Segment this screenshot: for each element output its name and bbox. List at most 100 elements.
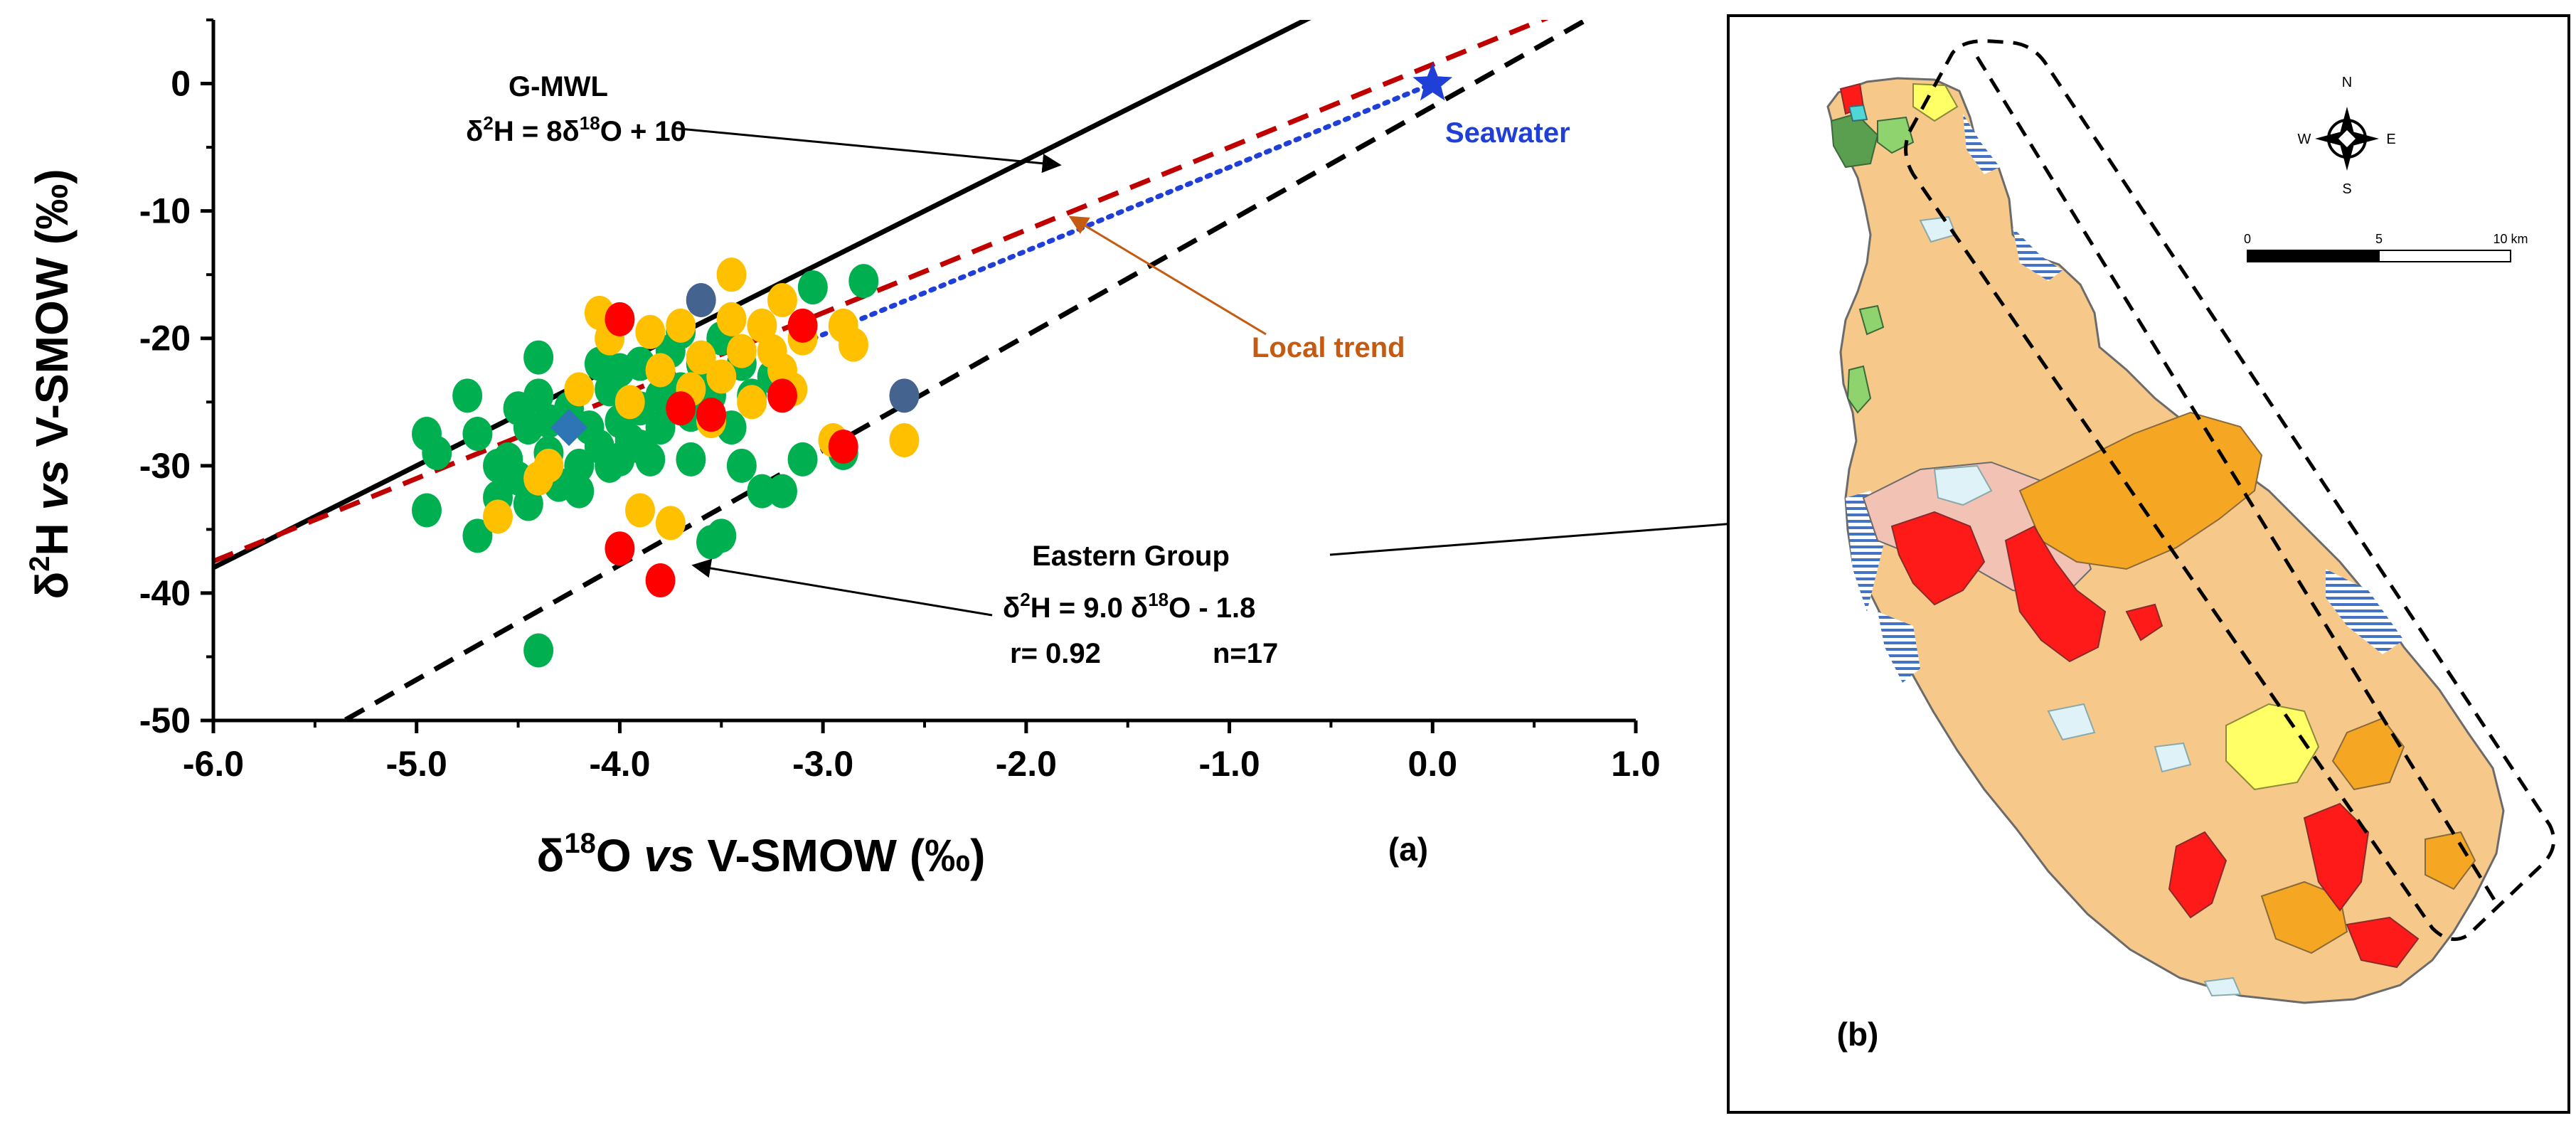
yellow-unit-east: [2225, 703, 2320, 791]
red-unit-central: [2004, 525, 2107, 663]
data-point: [726, 334, 757, 368]
data-point: [462, 518, 493, 553]
red-unit-southwest: [2168, 831, 2228, 919]
compass-north-label: N: [2342, 75, 2352, 90]
alluvium-unit-2: [1933, 464, 1993, 506]
data-point: [605, 302, 635, 336]
panel-label-b: (b): [1837, 1016, 1879, 1053]
red-unit-small: [2125, 603, 2163, 642]
coastal-water-hatch-northeast: [2013, 228, 2063, 281]
coastal-water-hatch-south: [1878, 612, 1920, 683]
data-point: [696, 398, 726, 432]
section-center-line: [1975, 55, 2498, 905]
x-tick-label: -6.0: [183, 744, 244, 784]
data-point: [747, 308, 777, 343]
axes: -6.0 -5.0 -4.0 -3.0 -2.0 -1.0 0.0 1.0 0 -10 -20 -30…: [139, 18, 1661, 784]
orange-unit-central: [2018, 411, 2263, 570]
x-tick-label: -5.0: [386, 744, 447, 784]
compass-rose-icon: [2315, 107, 2379, 171]
data-point: [625, 493, 655, 528]
data-point: [645, 563, 676, 597]
data-point: [848, 264, 879, 299]
data-point: [787, 442, 818, 477]
red-unit-south: [2346, 916, 2420, 969]
data-point: [706, 518, 737, 553]
local-line: [213, 20, 1549, 564]
geological-map-panel: N S E W 0 5 10 km (b): [1727, 14, 2570, 1114]
x-tick-label: -2.0: [996, 744, 1057, 784]
data-point: [706, 359, 737, 394]
y-tick-label: -50: [139, 701, 191, 740]
data-point: [635, 314, 666, 349]
data-point: [645, 410, 676, 445]
eastern-group-equation: δ2H = 9.0 δ18O - 1.8: [1003, 589, 1255, 624]
data-point: [889, 423, 920, 457]
x-tick-label: 1.0: [1611, 744, 1661, 784]
data-point: [513, 486, 543, 521]
mixing-line: [800, 81, 1435, 346]
gmwl-equation: δ2H = 8δ18O + 10: [466, 112, 686, 147]
green-unit-north-light: [1877, 116, 1915, 154]
data-point: [839, 327, 868, 362]
coastal-water-hatch-east: [2326, 569, 2404, 654]
data-point: [767, 283, 797, 317]
alluvium-unit-4: [2154, 742, 2192, 773]
y-tick-label: -40: [139, 573, 191, 613]
scale-bar: [2247, 250, 2511, 262]
data-point: [422, 435, 452, 470]
green-unit-west-2: [1858, 304, 1885, 336]
gmwl-arrow: [671, 127, 1062, 174]
data-point: [686, 283, 716, 317]
sample-points: [412, 257, 920, 668]
data-point: [767, 378, 797, 413]
data-point: [666, 308, 696, 343]
x-axis-title: δ18O vs V-SMOW (‰): [537, 828, 986, 881]
data-point: [726, 448, 757, 483]
panel-label-a: (a): [1388, 831, 1428, 868]
seawater-label: Seawater: [1445, 117, 1570, 149]
y-tick-label: -10: [139, 191, 191, 231]
data-point: [676, 442, 706, 477]
y-axis-title: δ2H vs V-SMOW (‰): [24, 169, 78, 599]
orange-unit-south: [2260, 880, 2348, 954]
data-point: [655, 506, 686, 541]
cyan-unit-north: [1848, 104, 1868, 122]
data-point: [666, 391, 696, 426]
data-point: [452, 378, 483, 413]
red-unit-west: [1890, 511, 1986, 606]
alluvium-unit-5: [2203, 976, 2242, 997]
local-trend-arrow: [1068, 215, 1267, 336]
data-point: [686, 340, 716, 375]
data-point: [797, 270, 828, 305]
y-tick-label: -30: [139, 446, 191, 486]
compass-west-label: W: [2298, 132, 2311, 147]
eastern-group-n: n=17: [1213, 638, 1278, 669]
red-unit-southeast: [2303, 802, 2370, 912]
eastern-line: [344, 20, 1592, 720]
eastern-group-r: r= 0.92: [1010, 638, 1101, 669]
scale-label-10: 10 km: [2493, 232, 2528, 246]
data-point: [412, 493, 442, 528]
regression-lines: [213, 20, 1592, 720]
data-point: [716, 302, 747, 336]
seawater-star-marker: [1412, 63, 1453, 101]
data-point: [564, 372, 595, 407]
x-tick-label: -4.0: [589, 744, 650, 784]
x-tick-label: -1.0: [1198, 744, 1260, 784]
data-point: [767, 474, 797, 509]
coastal-water-hatch-north: [1963, 114, 2000, 174]
y-tick-label: -20: [139, 319, 191, 358]
data-point: [645, 353, 676, 388]
data-point: [614, 385, 645, 420]
yellow-unit-north: [1912, 83, 1959, 122]
green-unit-west: [1846, 365, 1872, 414]
data-point: [564, 448, 595, 483]
data-point: [462, 417, 493, 452]
data-point: [523, 340, 554, 375]
y-tick-label: 0: [171, 64, 191, 104]
isotope-scatter-chart: -6.0 -5.0 -4.0 -3.0 -2.0 -1.0 0.0 1.0 0 -10 -20 -30…: [24, 18, 2114, 881]
compass-south-label: S: [2342, 181, 2351, 197]
compass-east-label: E: [2386, 132, 2395, 147]
data-point: [533, 448, 564, 483]
